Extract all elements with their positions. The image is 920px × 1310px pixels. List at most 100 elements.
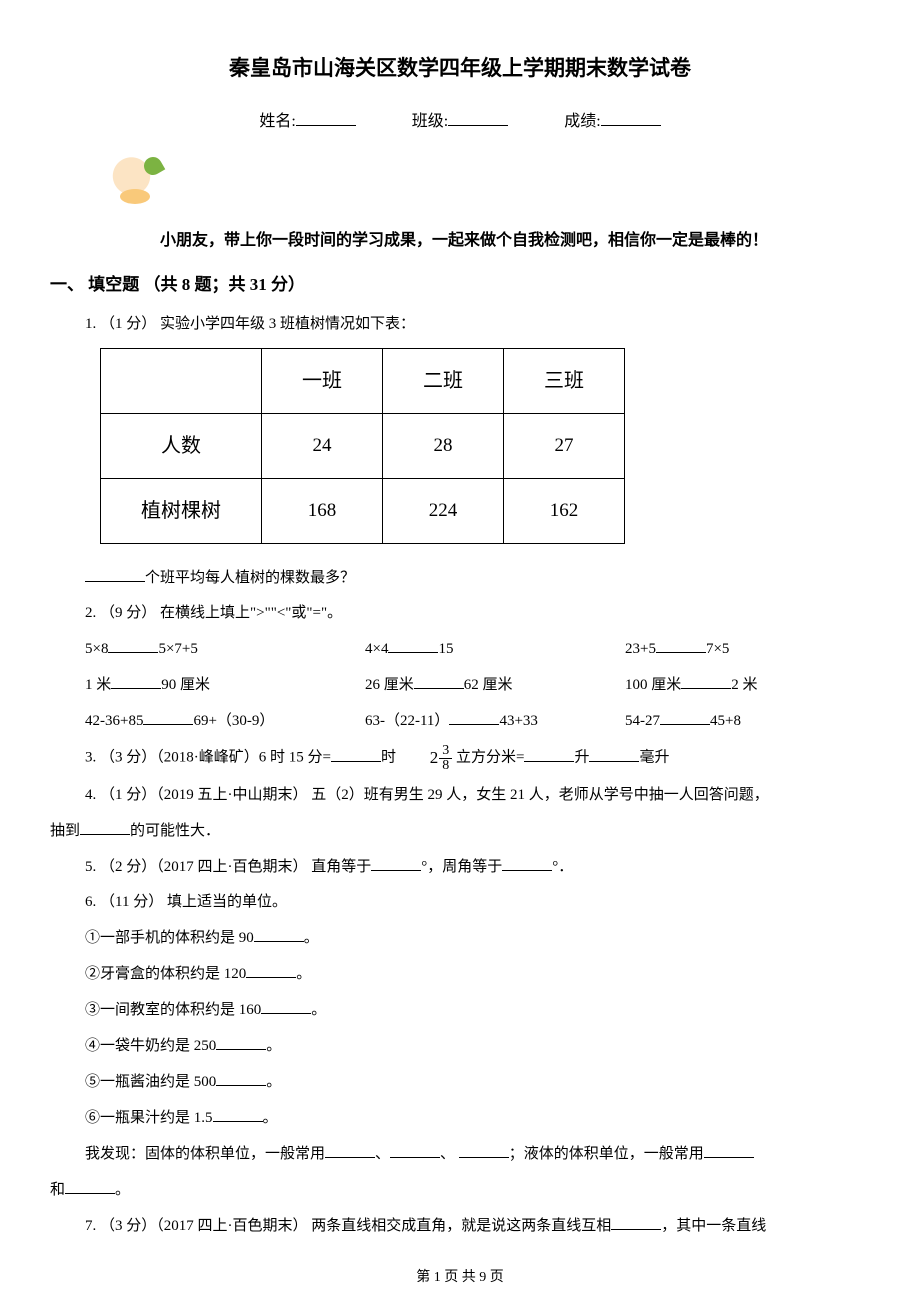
q6-disc-pre: 我发现：固体的体积单位，一般常用 (85, 1146, 325, 1162)
blank[interactable] (414, 671, 464, 689)
q7-prompt: 7. （3 分）（2017 四上·百色期末） 两条直线相交成直角，就是说这两条直… (85, 1218, 611, 1234)
encourage-text: 小朋友，带上你一段时间的学习成果，一起来做个自我检测吧，相信你一定是最棒的！ (160, 227, 870, 256)
class-blank[interactable] (448, 108, 508, 126)
table-cell: 28 (383, 413, 504, 478)
score-blank[interactable] (601, 108, 661, 126)
blank[interactable] (589, 744, 639, 762)
q3-unit2: 升 (574, 750, 589, 766)
q6-i3-text: ③一间教室的体积约是 160 (85, 1002, 261, 1018)
q6-item5: ⑤一瓶酱油约是 500 。 (85, 1068, 870, 1096)
q3-fraction: 38 (439, 744, 452, 773)
q2-r1-f: 7×5 (706, 641, 729, 657)
blank[interactable] (216, 1068, 266, 1086)
table-cell: 162 (504, 478, 625, 543)
q1-blank[interactable] (85, 564, 145, 582)
page-title: 秦皇岛市山海关区数学四年级上学期期末数学试卷 (50, 50, 870, 88)
blank[interactable] (459, 1140, 509, 1158)
q6-i4-text: ④一袋牛奶约是 250 (85, 1038, 216, 1054)
blank[interactable] (111, 671, 161, 689)
q2-r1-a: 5×8 (85, 641, 108, 657)
blank[interactable] (108, 635, 158, 653)
blank[interactable] (660, 707, 710, 725)
q2-r2-f: 2 米 (731, 677, 757, 693)
q6-item6: ⑥一瓶果汁约是 1.5 。 (85, 1104, 870, 1132)
blank[interactable] (390, 1140, 440, 1158)
q2-r1-b: 5×7+5 (158, 641, 197, 657)
q4-line1: 4. （1 分）（2019 五上·中山期末） 五（2）班有男生 29 人，女生 … (85, 782, 870, 809)
page-footer: 第 1 页 共 9 页 (50, 1265, 870, 1290)
table-cell: 二班 (383, 348, 504, 413)
q2-r1-d: 15 (438, 641, 453, 657)
blank[interactable] (502, 853, 552, 871)
blank[interactable] (449, 707, 499, 725)
sep: 、 (440, 1146, 455, 1162)
cartoon-child-icon (100, 152, 170, 212)
q5-deg: °，周角等于 (421, 859, 502, 875)
q7-suffix: ，其中一条直线 (661, 1218, 766, 1234)
dot: 。 (266, 1074, 281, 1090)
q2-r1-c: 4×4 (365, 641, 388, 657)
q6-item3: ③一间教室的体积约是 160。 (85, 996, 870, 1024)
blank[interactable] (325, 1140, 375, 1158)
score-label: 成绩: (564, 113, 600, 130)
student-info-line: 姓名: 班级: 成绩: (50, 108, 870, 137)
q2-r1-e: 23+5 (625, 641, 656, 657)
blank[interactable] (80, 817, 130, 835)
q3-mid: 立方分米= (456, 750, 524, 766)
table-cell: 植树棵树 (101, 478, 262, 543)
q6-discover: 我发现：固体的体积单位，一般常用、、 ；液体的体积单位，一般常用 (85, 1140, 870, 1168)
q2-r3-c: 63-（22-11） (365, 713, 449, 729)
blank[interactable] (611, 1212, 661, 1230)
blank[interactable] (213, 1104, 263, 1122)
q2-row3: 42-36+8569+（30-9） 63-（22-11）43+33 54-274… (85, 707, 870, 735)
q2-row1: 5×8 5×7+5 4×4 15 23+5 7×5 (85, 635, 870, 663)
blank[interactable] (254, 924, 304, 942)
sep: 、 (375, 1146, 390, 1162)
q6-i5-text: ⑤一瓶酱油约是 500 (85, 1074, 216, 1090)
blank[interactable] (524, 744, 574, 762)
blank[interactable] (143, 707, 193, 725)
blank[interactable] (216, 1032, 266, 1050)
q3-unit1: 时 (381, 750, 396, 766)
q5-suffix: °． (552, 859, 573, 875)
q2-r3-f: 45+8 (710, 713, 741, 729)
q7: 7. （3 分）（2017 四上·百色期末） 两条直线相交成直角，就是说这两条直… (85, 1212, 870, 1240)
blank[interactable] (681, 671, 731, 689)
q6-i6-text: ⑥一瓶果汁约是 1.5 (85, 1110, 213, 1126)
blank[interactable] (371, 853, 421, 871)
blank[interactable] (388, 635, 438, 653)
q3-prompt: 3. （3 分）（2018·峰峰矿）6 时 15 分= (85, 750, 331, 766)
q2-r2-e: 100 厘米 (625, 677, 681, 693)
q3-frac-whole: 2 (430, 743, 439, 774)
q1-followup: 个班平均每人植树的棵数最多？ (85, 564, 870, 592)
q2-r3-a: 42-36+85 (85, 713, 143, 729)
name-label: 姓名: (259, 113, 295, 130)
table-cell: 一班 (262, 348, 383, 413)
q2-r3-b: 69+（30-9） (193, 713, 274, 729)
name-blank[interactable] (296, 108, 356, 126)
q6-disc-end: 。 (115, 1182, 130, 1198)
blank[interactable] (261, 996, 311, 1014)
q6-discover-line2: 和。 (50, 1176, 870, 1204)
section-1-header: 一、 填空题 （共 8 题；共 31 分） (50, 270, 870, 301)
table-cell: 人数 (101, 413, 262, 478)
q2-r2-c: 26 厘米 (365, 677, 414, 693)
q6-item2: ②牙膏盒的体积约是 120。 (85, 960, 870, 988)
dot: 。 (263, 1110, 278, 1126)
blank[interactable] (65, 1176, 115, 1194)
q2-r3-d: 43+33 (499, 713, 537, 729)
table-cell: 24 (262, 413, 383, 478)
table-cell: 27 (504, 413, 625, 478)
q3-frac-den: 8 (439, 759, 452, 773)
q6-i2-text: ②牙膏盒的体积约是 120 (85, 966, 246, 982)
table-cell: 三班 (504, 348, 625, 413)
q2-r2-b: 90 厘米 (161, 677, 210, 693)
blank[interactable] (331, 744, 381, 762)
blank[interactable] (246, 960, 296, 978)
q6-prompt: 6. （11 分） 填上适当的单位。 (85, 889, 870, 916)
blank[interactable] (656, 635, 706, 653)
table-row: 一班 二班 三班 (101, 348, 625, 413)
blank[interactable] (704, 1140, 754, 1158)
dot: 。 (266, 1038, 281, 1054)
dot: 。 (304, 930, 319, 946)
